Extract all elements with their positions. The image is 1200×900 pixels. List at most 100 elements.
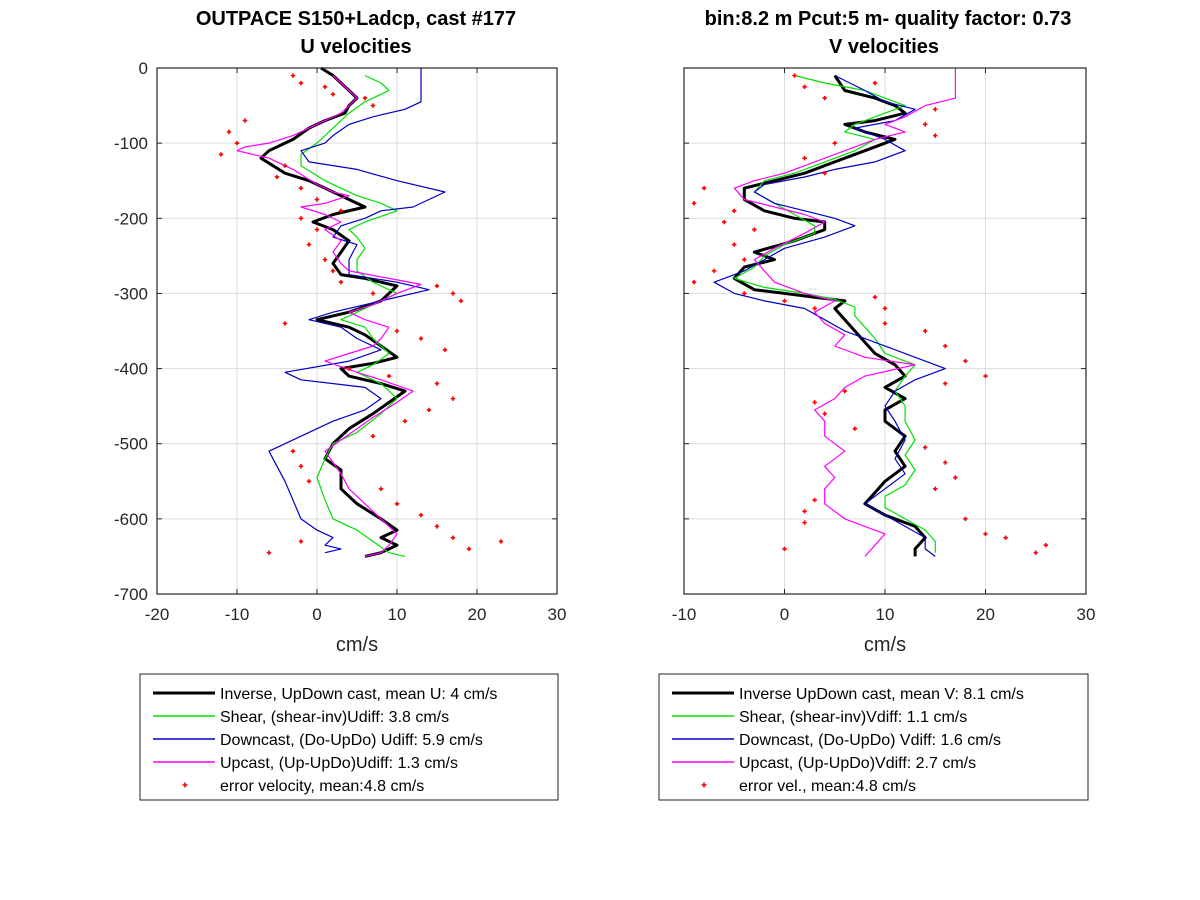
v-velocity-panel: bin:8.2 m Pcut:5 m- quality factor: 0.73… [658,8,1096,801]
error-velocity-point [394,328,400,334]
error-velocity-point [691,279,697,285]
x-tick-label: 0 [312,605,321,624]
y-tick-label: -200 [114,209,148,228]
error-velocity-point [933,486,938,491]
error-velocity-point [290,449,296,454]
error-velocity-point [812,497,817,503]
error-velocity-point [802,155,807,161]
legend-entry-label: error velocity, mean:4.8 cm/s [220,778,424,795]
error-velocity-point [218,152,224,157]
legend-entry-label: Upcast, (Up-UpDo)Udiff: 1.3 cm/s [220,755,458,772]
error-velocity-point [298,539,304,544]
left-series [218,66,504,558]
right-tick-labels: -10 0 10 20 30 [672,605,1096,624]
error-velocity-point [933,133,938,138]
error-velocity-point [290,73,296,78]
error-velocity-point [923,445,928,450]
left-axes-box [156,67,558,595]
legend-entry-label: Inverse UpDown cast, mean V: 8.1 cm/s [739,686,1024,703]
error-velocity-point [691,201,697,206]
y-tick-label: -300 [114,284,148,303]
x-tick-label: 20 [468,605,487,624]
series-line [236,75,422,557]
error-velocity-point [266,550,272,555]
error-velocity-point [923,328,928,334]
right-series [691,68,1048,557]
right-title: bin:8.2 m Pcut:5 m- quality factor: 0.73 [705,8,1072,30]
error-velocity-point [812,400,817,405]
error-velocity-point [872,294,878,300]
y-tick-label: -600 [114,510,148,529]
error-velocity-point [298,216,304,221]
legend-marker [182,782,188,788]
error-velocity-point [1043,542,1048,548]
error-velocity-point [442,347,448,352]
x-tick-label: -20 [145,605,170,624]
error-velocity-point [802,84,807,89]
right-subtitle: V velocities [829,36,939,58]
error-velocity-markers [691,73,1048,555]
y-tick-label: -400 [114,360,148,379]
y-tick-label: -100 [114,134,148,153]
error-velocity-point [701,186,707,191]
error-velocity-point [953,475,958,480]
left-subtitle: U velocities [300,36,411,58]
series-line [268,68,446,554]
x-tick-label: 10 [388,605,407,624]
error-velocity-point [378,486,384,491]
legend-marker [701,782,707,788]
left-tick-labels: -20 -10 0 10 20 300-100-200-300-400-500-600-7… [114,59,566,624]
error-velocity-point [322,257,328,262]
error-velocity-point [338,208,344,213]
x-tick-label: 10 [876,605,895,624]
series-line [733,68,957,557]
error-velocity-point [282,163,288,168]
error-velocity-point [314,227,320,232]
legend-entry-label: Upcast, (Up-UpDo)Vdiff: 2.7 cm/s [739,755,976,772]
legend-entry-label: Downcast, (Do-UpDo) Udiff: 5.9 cm/s [220,732,483,749]
x-tick-label: 0 [780,605,789,624]
error-velocity-point [370,434,376,439]
error-velocity-point [963,358,968,364]
right-xlabel: cm/s [864,634,906,656]
error-velocity-point [306,242,312,247]
error-velocity-point [242,118,248,123]
legend-box [658,673,1089,801]
error-velocity-point [802,509,807,514]
error-velocity-point [418,336,424,341]
error-velocity-point [386,373,392,379]
error-velocity-point [812,306,817,311]
legend-entry-label: Shear, (shear-inv)Vdiff: 1.1 cm/s [739,709,967,726]
error-velocity-point [792,73,797,78]
x-tick-label: 20 [976,605,995,624]
error-velocity-point [742,257,747,262]
error-velocity-point [426,407,432,413]
error-velocity-point [832,140,837,146]
error-velocity-point [298,80,304,86]
error-velocity-point [822,95,827,101]
x-tick-label: -10 [225,605,250,624]
error-velocity-point [282,321,288,326]
error-velocity-point [943,460,948,465]
error-velocity-point [933,107,938,112]
error-velocity-point [402,418,408,424]
error-velocity-point [330,268,336,274]
legend-entry-label: Shear, (shear-inv)Udiff: 3.8 cm/s [220,709,449,726]
error-velocity-point [322,84,328,89]
error-velocity-point [418,512,424,518]
x-tick-label: 30 [548,605,567,624]
x-tick-label: -10 [672,605,697,624]
right-axes-box [683,67,1087,595]
error-velocity-point [822,411,827,416]
error-velocity-markers [218,73,504,555]
error-velocity-point [983,531,988,537]
error-velocity-point [434,381,440,386]
error-velocity-point [274,174,280,180]
error-velocity-point [330,92,336,97]
legend-entry-label: error vel., mean:4.8 cm/s [739,778,916,795]
x-tick-label: 30 [1077,605,1096,624]
y-tick-label: -700 [114,585,148,604]
series-line [713,74,946,557]
error-velocity-point [394,501,400,507]
error-velocity-point [943,381,948,386]
